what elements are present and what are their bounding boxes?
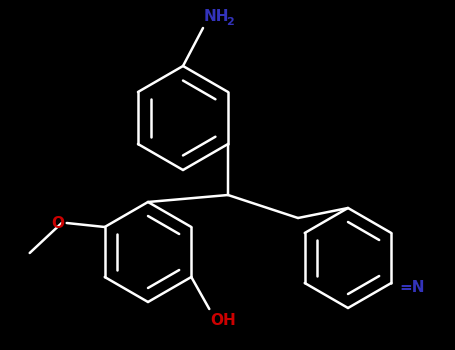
Text: O: O [52, 216, 65, 231]
Text: OH: OH [210, 313, 236, 328]
Text: NH: NH [204, 9, 229, 24]
Text: =N: =N [399, 280, 425, 295]
Text: 2: 2 [226, 17, 234, 27]
